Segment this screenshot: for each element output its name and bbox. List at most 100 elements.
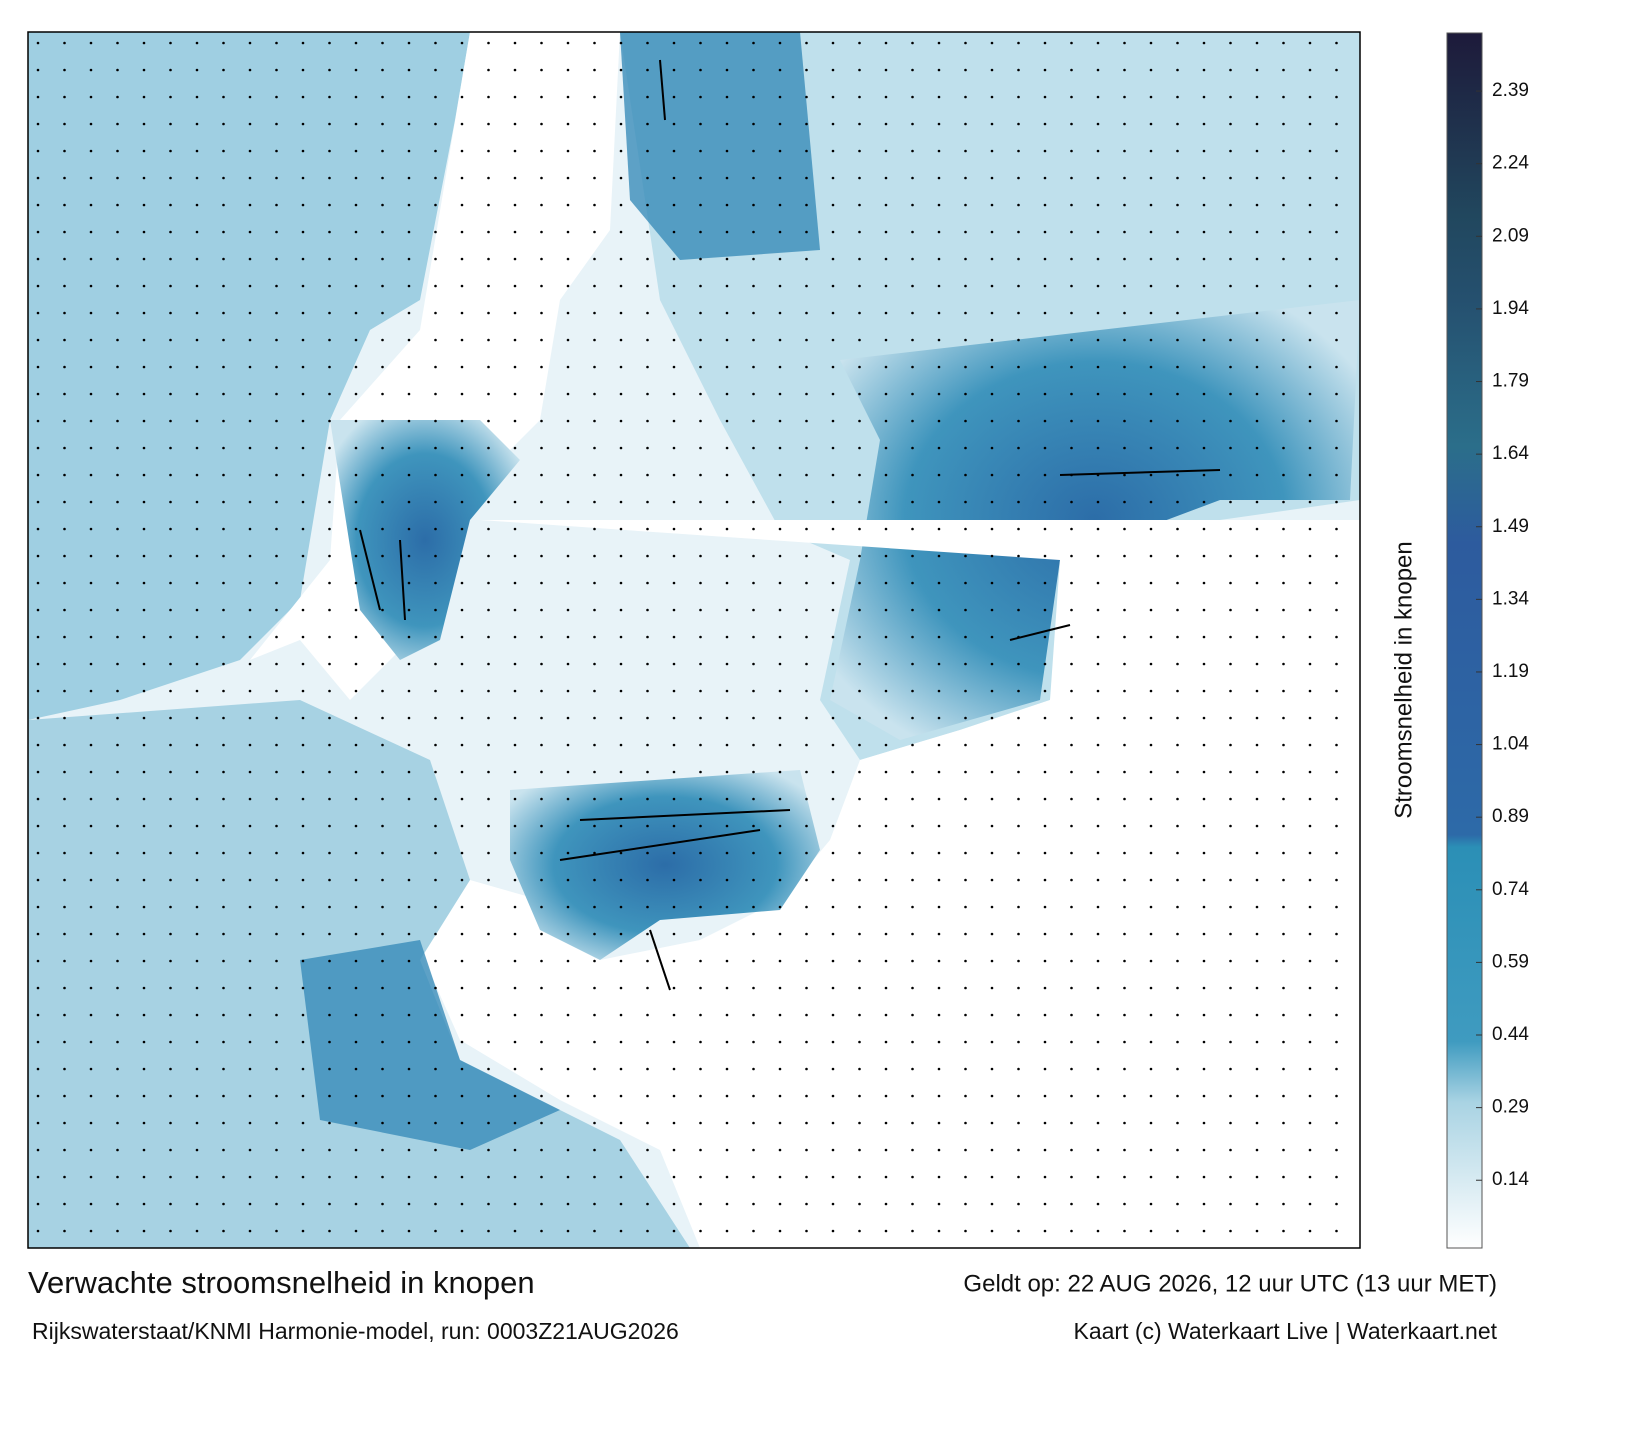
grid-dot xyxy=(1123,257,1126,261)
grid-dot xyxy=(222,905,225,909)
grid-dot xyxy=(354,203,358,207)
grid-dot xyxy=(1070,41,1073,45)
grid-dot xyxy=(434,176,437,180)
grid-dot xyxy=(884,797,888,801)
grid-dot xyxy=(1043,608,1047,612)
grid-dot xyxy=(63,527,66,531)
grid-dot xyxy=(354,311,358,315)
grid-dot xyxy=(858,1040,861,1044)
grid-dot xyxy=(619,1148,623,1152)
grid-dot xyxy=(725,1094,729,1098)
grid-dot xyxy=(752,689,755,693)
grid-dot xyxy=(1255,311,1259,315)
grid-dot xyxy=(1096,1175,1100,1179)
grid-dot xyxy=(937,95,941,99)
grid-dot xyxy=(964,1202,967,1206)
grid-dot xyxy=(1335,986,1338,990)
grid-dot xyxy=(36,149,40,153)
grid-dot xyxy=(63,662,66,666)
grid-dot xyxy=(1149,878,1153,882)
grid-dot xyxy=(937,311,941,315)
grid-dot xyxy=(646,1013,649,1017)
grid-dot xyxy=(911,122,914,126)
grid-dot xyxy=(407,770,411,774)
grid-dot xyxy=(248,1121,252,1125)
grid-dot xyxy=(89,176,93,180)
grid-dot xyxy=(858,743,861,747)
colorbar-tick-label: 1.64 xyxy=(1492,443,1529,464)
grid-dot xyxy=(1335,365,1338,369)
grid-dot xyxy=(195,662,199,666)
grid-dot xyxy=(884,851,888,855)
grid-dot xyxy=(805,392,808,396)
grid-dot xyxy=(1202,1040,1206,1044)
grid-dot xyxy=(301,743,305,747)
grid-dot xyxy=(964,176,967,180)
grid-dot xyxy=(460,689,464,693)
grid-dot xyxy=(725,797,729,801)
arrow xyxy=(399,539,406,621)
grid-dot xyxy=(1308,1121,1312,1125)
grid-dot xyxy=(672,1040,676,1044)
grid-dot xyxy=(1308,122,1312,126)
grid-dot xyxy=(407,257,411,261)
grid-dot xyxy=(301,1202,305,1206)
grid-dot xyxy=(63,446,66,450)
grid-dot xyxy=(142,257,146,261)
grid-dot xyxy=(354,878,358,882)
grid-dot xyxy=(142,1148,146,1152)
grid-dot xyxy=(699,581,702,585)
grid-dot xyxy=(1282,662,1285,666)
grid-dot xyxy=(89,1067,93,1071)
grid-dot xyxy=(1149,1148,1153,1152)
grid-dot xyxy=(990,581,994,585)
grid-dot xyxy=(1149,824,1153,828)
grid-dot xyxy=(990,986,994,990)
grid-dot xyxy=(619,68,623,72)
grid-dot xyxy=(805,986,808,990)
grid-dot xyxy=(646,797,649,801)
grid-dot xyxy=(1335,41,1338,45)
grid-dot xyxy=(248,527,252,531)
grid-dot xyxy=(566,446,570,450)
grid-dot xyxy=(36,41,40,45)
grid-dot xyxy=(646,554,649,558)
grid-dot xyxy=(301,662,305,666)
grid-dot xyxy=(487,1040,490,1044)
grid-dot xyxy=(1282,284,1285,288)
grid-dot xyxy=(513,311,517,315)
grid-dot xyxy=(222,473,225,477)
grid-dot xyxy=(487,203,490,207)
grid-dot xyxy=(884,824,888,828)
grid-dot xyxy=(725,635,729,639)
grid-dot xyxy=(1149,500,1153,504)
grid-dot xyxy=(964,1148,967,1152)
grid-dot xyxy=(1255,824,1259,828)
grid-dot xyxy=(487,851,490,855)
grid-dot xyxy=(354,932,358,936)
grid-dot xyxy=(619,230,623,234)
grid-dot xyxy=(1176,1067,1179,1071)
grid-dot xyxy=(937,446,941,450)
grid-dot xyxy=(884,527,888,531)
grid-dot xyxy=(407,851,411,855)
grid-dot xyxy=(937,149,941,153)
grid-dot xyxy=(725,905,729,909)
grid-dot xyxy=(513,824,517,828)
grid-dot xyxy=(195,905,199,909)
grid-dot xyxy=(858,500,861,504)
grid-dot xyxy=(1043,311,1047,315)
arrow xyxy=(359,529,381,611)
grid-dot xyxy=(1255,473,1259,477)
grid-dot xyxy=(1096,176,1100,180)
grid-dot xyxy=(725,203,729,207)
grid-dot xyxy=(1017,1040,1020,1044)
grid-dot xyxy=(1255,149,1259,153)
grid-dot xyxy=(911,365,914,369)
grid-dot xyxy=(1123,1040,1126,1044)
grid-dot xyxy=(1096,608,1100,612)
grid-dot xyxy=(487,608,490,612)
grid-dot xyxy=(381,338,384,342)
grid-dot xyxy=(566,635,570,639)
grid-dot xyxy=(1176,1040,1179,1044)
